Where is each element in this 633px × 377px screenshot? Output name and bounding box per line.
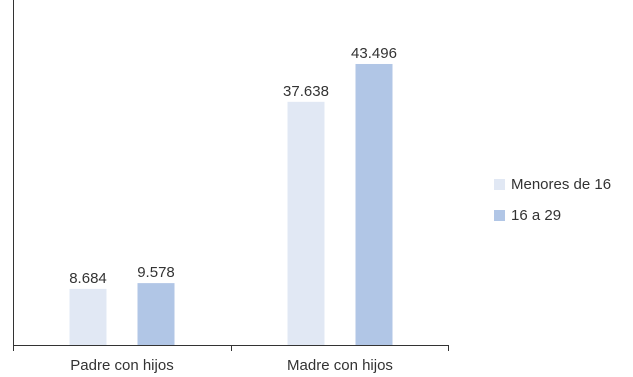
value-label-0-0: 8.684 — [69, 270, 107, 287]
x-tick-label-1: Madre con hijos — [287, 357, 393, 374]
legend-swatch-menores — [494, 179, 505, 190]
legend-item-menores: Menores de 16 — [494, 174, 611, 195]
bar-1-1 — [355, 63, 393, 346]
bars-group — [69, 63, 393, 346]
value-labels-group: 8.684 9.578 37.638 43.496 — [69, 45, 397, 287]
x-tick-label-0: Padre con hijos — [70, 357, 173, 374]
legend-label-menores: Menores de 16 — [511, 176, 612, 193]
legend-item-16-29: 16 a 29 — [494, 205, 611, 226]
value-label-0-1: 9.578 — [137, 264, 175, 281]
bar-1-0 — [287, 101, 325, 345]
bar-0-1 — [137, 283, 175, 345]
x-tick-labels-group: Padre con hijos Madre con hijos — [70, 357, 393, 374]
legend-swatch-16-29 — [494, 210, 505, 221]
value-label-1-0: 37.638 — [283, 83, 329, 100]
legend: Menores de 16 16 a 29 — [494, 174, 611, 236]
value-label-1-1: 43.496 — [351, 45, 397, 62]
axes-group — [13, 0, 449, 351]
legend-label-16-29: 16 a 29 — [511, 207, 562, 224]
bar-0-0 — [69, 288, 107, 345]
